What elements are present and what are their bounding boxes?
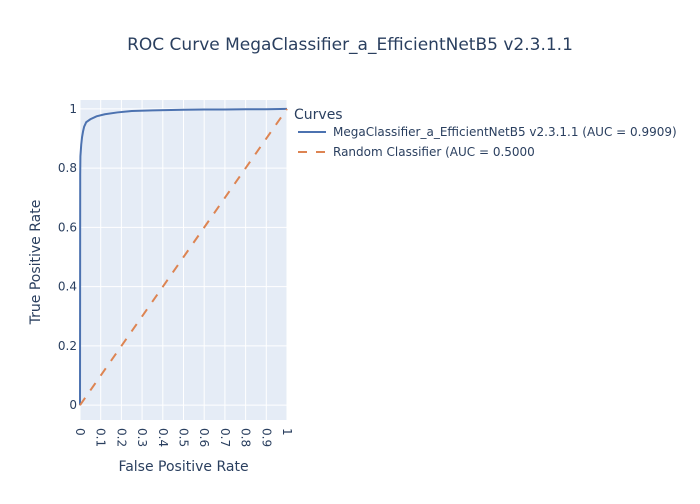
series-layer <box>79 107 288 406</box>
x-tick-label: 0.8 <box>239 428 253 447</box>
legend: Curves MegaClassifier_a_EfficientNetB5 v… <box>294 107 677 159</box>
chart-title: ROC Curve MegaClassifier_a_EfficientNetB… <box>127 35 573 55</box>
x-tick-label: 1 <box>280 428 294 436</box>
x-axis-ticks: 0 0.1 0.2 0.3 0.4 0.5 0.6 0.7 0.8 0.9 1 <box>73 428 294 447</box>
x-tick-label: 0.6 <box>197 428 211 447</box>
y-tick-label: 0 <box>69 398 77 412</box>
x-tick-label: 0.3 <box>135 428 149 447</box>
y-tick-label: 0.2 <box>58 339 77 353</box>
y-axis-ticks: 0 0.2 0.4 0.6 0.8 1 <box>58 102 77 412</box>
legend-label-1: Random Classifier (AUC = 0.5000 <box>333 145 535 159</box>
series-line-1 <box>79 108 288 406</box>
grid-lines <box>79 100 288 420</box>
series-line-0 <box>79 107 288 406</box>
x-tick-label: 0 <box>73 428 87 436</box>
legend-title: Curves <box>294 107 343 123</box>
y-tick-label: 0.8 <box>58 161 77 175</box>
y-tick-label: 0.4 <box>58 280 77 294</box>
y-tick-label: 1 <box>69 102 77 116</box>
x-tick-label: 0.4 <box>156 428 170 447</box>
x-tick-label: 0.5 <box>177 428 191 447</box>
y-axis-title: True Positive Rate <box>28 200 44 326</box>
x-axis-title: False Positive Rate <box>118 459 248 475</box>
x-tick-label: 0.9 <box>259 428 273 447</box>
legend-label-0: MegaClassifier_a_EfficientNetB5 v2.3.1.1… <box>333 125 677 139</box>
x-tick-label: 0.7 <box>218 428 232 447</box>
y-tick-label: 0.6 <box>58 220 77 234</box>
x-tick-label: 0.1 <box>94 428 108 447</box>
x-tick-label: 0.2 <box>114 428 128 447</box>
